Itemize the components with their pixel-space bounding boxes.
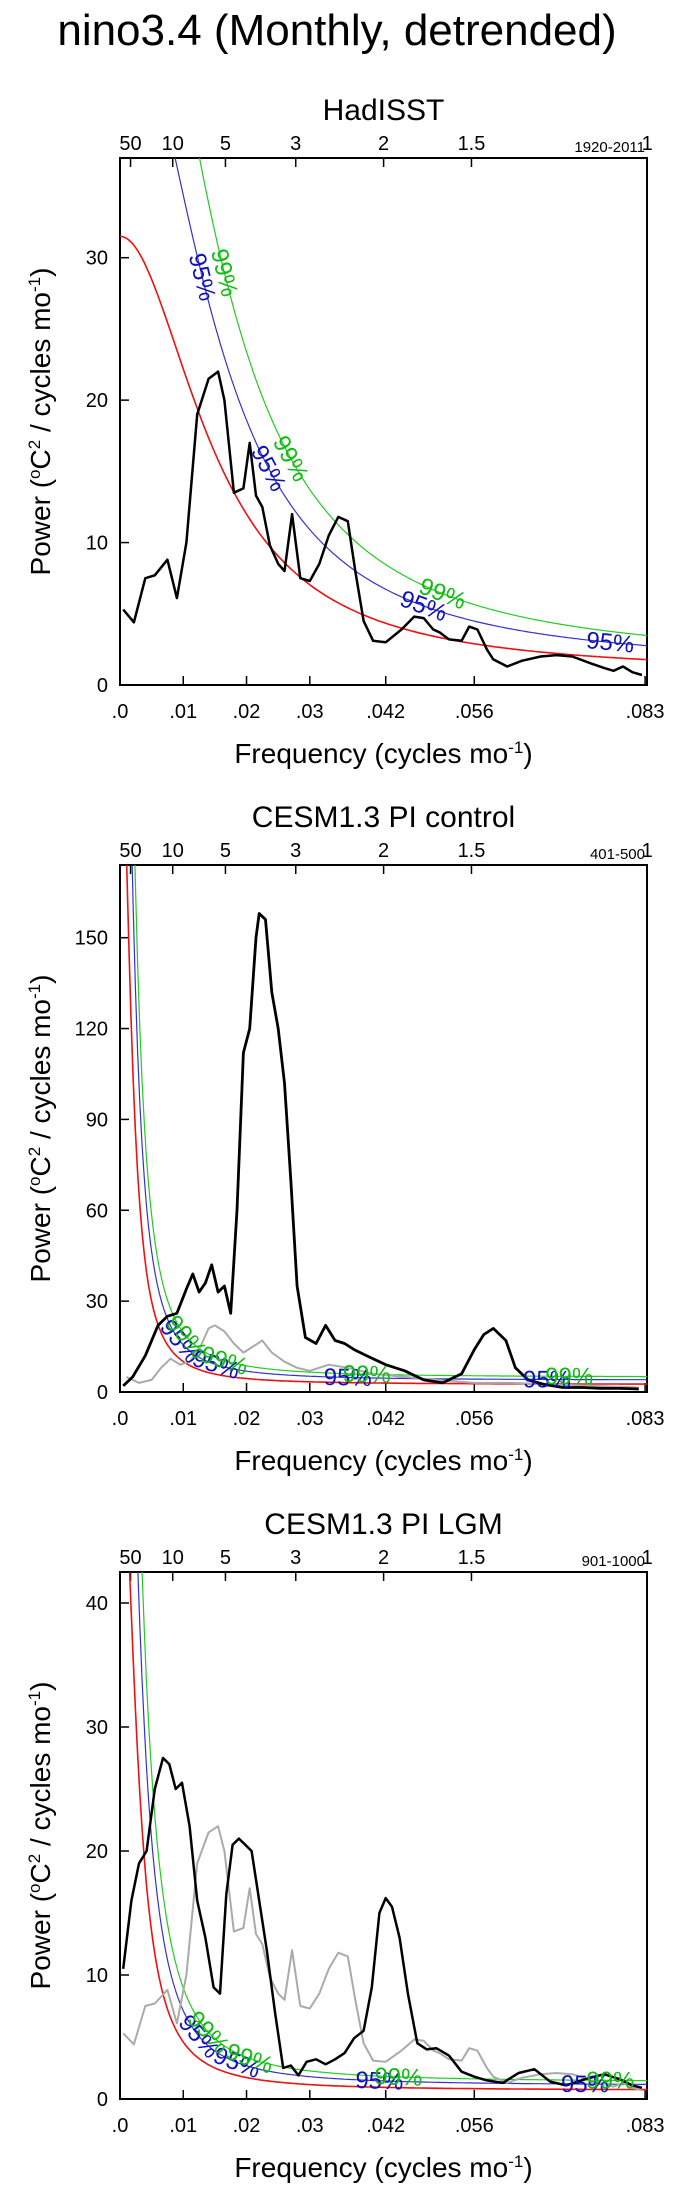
plot-area <box>121 1572 647 2092</box>
ci95-label: 95% <box>523 1366 571 1393</box>
period-tick-label: 50 <box>119 1547 141 1569</box>
y-tick-label: 20 <box>86 1841 108 1863</box>
ci95-label: 95% <box>323 1364 372 1392</box>
plot-area <box>120 158 647 677</box>
x-tick-label: .083 <box>626 2115 665 2137</box>
period-tick-label: 5 <box>220 133 231 155</box>
y-tick-label: 30 <box>86 1717 108 1739</box>
period-tick-label: 50 <box>119 133 141 155</box>
ci95-curve <box>174 158 647 647</box>
ci99-label: 99% <box>342 1361 391 1389</box>
y-tick-label: 20 <box>86 390 108 412</box>
ci95-label: 95% <box>355 2067 404 2096</box>
chart-title: CESM1.3 PI control <box>252 801 515 834</box>
x-tick-label: .042 <box>366 2115 405 2137</box>
x-tick-label: .056 <box>455 2115 494 2137</box>
period-tick-label: 50 <box>119 840 141 862</box>
period-tick-label: 1 <box>642 133 653 155</box>
y-tick-label: 30 <box>86 1291 108 1313</box>
period-range-label: 1920-2011 <box>574 139 645 156</box>
chart-title: CESM1.3 PI LGM <box>264 1508 502 1541</box>
y-tick-label: 10 <box>86 533 108 555</box>
y-tick-label: 120 <box>75 1019 108 1041</box>
ci99-curve <box>198 158 647 637</box>
chart-panel-cesm-pi-control: CESM1.3 PI control 401-500 .0 .01 .02 .03 .042… <box>25 801 665 1476</box>
period-tick-label: 2 <box>378 133 389 155</box>
ci99-label: 99% <box>374 2063 423 2092</box>
period-range-label: 401-500 <box>590 846 645 863</box>
x-axis-label: Frequency (cycles mo-1) <box>234 1445 532 1476</box>
period-tick-label: 3 <box>290 1547 301 1569</box>
period-tick-label: 10 <box>162 840 184 862</box>
x-tick-label: .02 <box>233 701 261 723</box>
period-tick-label: 5 <box>220 1547 231 1569</box>
y-tick-label: 90 <box>86 1109 108 1131</box>
y-tick-label: 30 <box>86 248 108 270</box>
x-tick-label: .02 <box>233 2115 261 2137</box>
x-tick-label: .056 <box>455 701 494 723</box>
y-axis-label: Power (oC2 / cycles mo-1) <box>25 1682 56 1990</box>
ci99-curve <box>141 1572 647 2082</box>
period-tick-label: 3 <box>290 133 301 155</box>
period-tick-label: 10 <box>162 133 184 155</box>
period-tick-label: 2 <box>378 1547 389 1569</box>
y-axis-label: Power (oC2 / cycles mo-1) <box>25 268 56 576</box>
x-tick-label: .01 <box>169 2115 197 2137</box>
chart-panel-hadisst: HadISST 1920-2011 .0 .01 .02 .03 .042 .056 .083 5… <box>25 94 665 769</box>
x-tick-label: .0 <box>112 2115 129 2137</box>
y-tick-label: 0 <box>97 1382 108 1404</box>
period-tick-label: 2 <box>378 840 389 862</box>
x-tick-label: .042 <box>366 1408 405 1430</box>
x-tick-label: .03 <box>296 1408 324 1430</box>
x-axis-label: Frequency (cycles mo-1) <box>234 2152 532 2183</box>
ci95-curve <box>131 865 647 1381</box>
spectrum-line <box>122 370 643 677</box>
y-tick-label: 150 <box>75 928 108 950</box>
y-tick-label: 40 <box>86 1593 108 1615</box>
x-axis-label: Frequency (cycles mo-1) <box>234 738 532 769</box>
x-tick-label: .083 <box>626 701 665 723</box>
y-tick-label: 0 <box>97 675 108 697</box>
spectrum-line <box>121 1756 643 2090</box>
spectrum-line <box>122 912 639 1391</box>
x-tick-label: .01 <box>169 1408 197 1430</box>
page-title: nino3.4 (Monthly, detrended) <box>57 6 617 55</box>
x-tick-label: .042 <box>366 701 405 723</box>
ci95-label: 95% <box>585 627 635 659</box>
y-tick-label: 60 <box>86 1200 108 1222</box>
plot-area <box>122 865 647 1391</box>
period-tick-label: 10 <box>162 1547 184 1569</box>
x-tick-label: .03 <box>296 701 324 723</box>
reference-spectrum-line <box>122 1825 643 2092</box>
period-tick-label: 3 <box>290 840 301 862</box>
chart-title: HadISST <box>323 94 445 127</box>
chart-panel-cesm-pi-lgm: CESM1.3 PI LGM 901-1000 .0 .01 .02 .03 .042 .05… <box>25 1508 665 2183</box>
red-noise-curve <box>120 235 647 661</box>
y-tick-label: 10 <box>86 1965 108 1987</box>
y-axis-label: Power (oC2 / cycles mo-1) <box>25 975 56 1283</box>
period-tick-label: 1.5 <box>458 1547 486 1569</box>
period-tick-label: 1.5 <box>458 133 486 155</box>
x-tick-label: .0 <box>112 1408 129 1430</box>
x-tick-label: .01 <box>169 701 197 723</box>
plot-frame <box>119 864 648 1393</box>
period-tick-label: 5 <box>220 840 231 862</box>
y-tick-label: 0 <box>97 2089 108 2111</box>
red-noise-curve <box>128 1572 647 2091</box>
red-noise-curve <box>125 865 647 1385</box>
ci95-label: 95% <box>561 2071 609 2098</box>
x-tick-label: .03 <box>296 2115 324 2137</box>
x-tick-label: .0 <box>112 701 129 723</box>
period-tick-label: 1 <box>642 840 653 862</box>
period-tick-label: 1 <box>642 1547 653 1569</box>
ci99-label: 99% <box>545 1363 593 1390</box>
period-range-label: 901-1000 <box>582 1553 645 1570</box>
period-tick-label: 1.5 <box>458 840 486 862</box>
x-tick-label: .056 <box>455 1408 494 1430</box>
plot-frame <box>119 157 648 686</box>
ci95-curve <box>137 1572 647 2086</box>
x-tick-label: .02 <box>233 1408 261 1430</box>
x-tick-label: .083 <box>626 1408 665 1430</box>
ci99-label: 99% <box>586 2067 634 2094</box>
